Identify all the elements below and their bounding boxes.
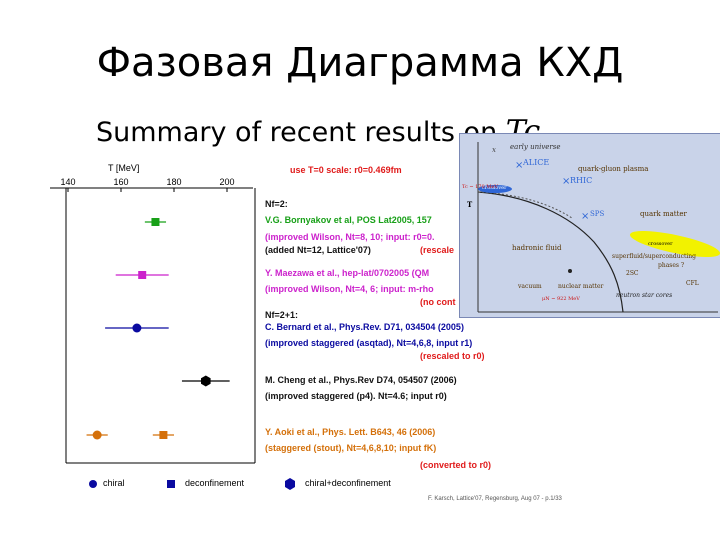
svg-text:×: ×: [581, 211, 589, 222]
inset-drawing: x × × ×: [460, 134, 720, 317]
legend-chiral-marker: [89, 480, 97, 488]
svg-text:x: x: [492, 146, 496, 154]
data-point: [92, 430, 102, 440]
ref-bernard-note1: (improved staggered (asqtad), Nt=4,6,8, …: [265, 338, 473, 348]
legend-combined-label: chiral+deconfinement: [305, 478, 391, 488]
inset-t-axis: T: [467, 200, 473, 209]
scale-note: use T=0 scale: r0=0.469fm: [290, 165, 402, 175]
inset-crossover: crossover: [482, 185, 507, 191]
svg-text:×: ×: [562, 176, 570, 187]
inset-early-universe: early universe: [510, 143, 561, 151]
legend-deconfinement-marker: [167, 480, 175, 488]
legend-chiral-label: chiral: [103, 478, 125, 488]
inset-cfl: CFL: [686, 280, 699, 287]
inset-crossover2: crossover: [648, 241, 673, 247]
group-nf2: Nf=2:: [265, 199, 288, 209]
inset-alice: ALICE: [523, 158, 550, 167]
slide-title: Фазовая Диаграмма КХД: [96, 40, 624, 86]
data-point: [159, 431, 168, 439]
legend-combined-marker: [285, 478, 295, 490]
inset-hadronic: hadronic fluid: [512, 244, 562, 252]
ref-aoki-note2: (converted to r0): [420, 460, 492, 470]
inset-neutron: neutron star cores: [616, 292, 673, 299]
svg-text:×: ×: [515, 160, 523, 171]
tc-plot: 140 160 180 200: [50, 177, 256, 464]
footer: F. Karsch, Lattice'07, Regensburg, Aug 0…: [428, 496, 562, 502]
ref-maezawa: Y. Maezawa et al., hep-lat/0702005 (QM: [265, 268, 430, 278]
inset-vacuum: vacuum: [518, 283, 542, 290]
slide-subtitle: Summary of recent results on Tc: [96, 114, 540, 149]
ref-bornyakov-note1: (improved Wilson, Nt=8, 10; input: r0=0.: [265, 232, 435, 242]
ref-maezawa-note1: (improved Wilson, Nt=4, 6; input: m-rho: [265, 284, 434, 294]
subtitle-text: Summary of recent results on: [96, 117, 506, 148]
x-tick-label: 140: [60, 177, 75, 187]
inset-superfluid: superfluid/superconducting: [612, 253, 696, 260]
group-nf21: Nf=2+1:: [265, 310, 299, 320]
ref-bernard: C. Bernard et al., Phys.Rev. D71, 034504…: [265, 322, 464, 332]
inset-tc: Tc ~ 170 MeV: [462, 184, 498, 190]
data-point: [151, 218, 160, 226]
inset-phases: phases ?: [658, 262, 685, 269]
inset-nuclear: nuclear matter: [558, 283, 604, 290]
data-point: [201, 375, 211, 387]
ref-cheng: M. Cheng et al., Phys.Rev D74, 054507 (2…: [265, 375, 457, 385]
ref-aoki-note1: (staggered (stout), Nt=4,6,8,10; input f…: [265, 443, 437, 453]
phase-diagram-inset: x × × × early universe ALICE quark-gluon…: [459, 133, 720, 318]
inset-rhic: RHIC: [570, 176, 593, 185]
legend-deconfinement-label: deconfinement: [185, 478, 245, 488]
inset-2sc: 2SC: [626, 270, 639, 277]
inset-mu: μN ~ 922 MeV: [542, 296, 580, 302]
ref-bornyakov-note3: (rescale: [420, 245, 455, 255]
inset-sps: SPS: [590, 210, 605, 218]
ref-aoki: Y. Aoki et al., Phys. Lett. B643, 46 (20…: [265, 427, 436, 437]
ref-cheng-note1: (improved staggered (p4). Nt=4.6; input …: [265, 391, 447, 401]
axis-title: T [MeV]: [108, 163, 140, 173]
ref-bernard-note2: (rescaled to r0): [420, 351, 485, 361]
x-tick-label: 160: [113, 177, 128, 187]
x-tick-label: 180: [166, 177, 181, 187]
ref-bornyakov: V.G. Bornyakov et al, POS Lat2005, 157: [265, 215, 432, 225]
ref-bornyakov-note2: (added Nt=12, Lattice'07): [265, 245, 371, 255]
inset-qgp: quark-gluon plasma: [578, 165, 649, 173]
x-tick-label: 200: [219, 177, 234, 187]
data-point: [138, 271, 147, 279]
data-point: [132, 323, 142, 333]
ref-maezawa-note2: (no cont: [420, 297, 456, 307]
inset-quark-matter: quark matter: [640, 210, 687, 218]
